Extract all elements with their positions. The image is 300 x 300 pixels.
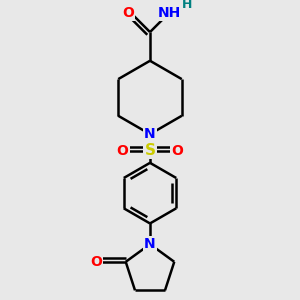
Text: H: H (182, 0, 192, 11)
Text: O: O (122, 6, 134, 20)
Text: N: N (144, 237, 156, 251)
Text: O: O (90, 255, 102, 269)
Text: N: N (144, 127, 156, 141)
Text: O: O (172, 144, 183, 158)
Text: S: S (145, 143, 155, 158)
Text: O: O (117, 144, 128, 158)
Text: NH: NH (158, 6, 181, 20)
